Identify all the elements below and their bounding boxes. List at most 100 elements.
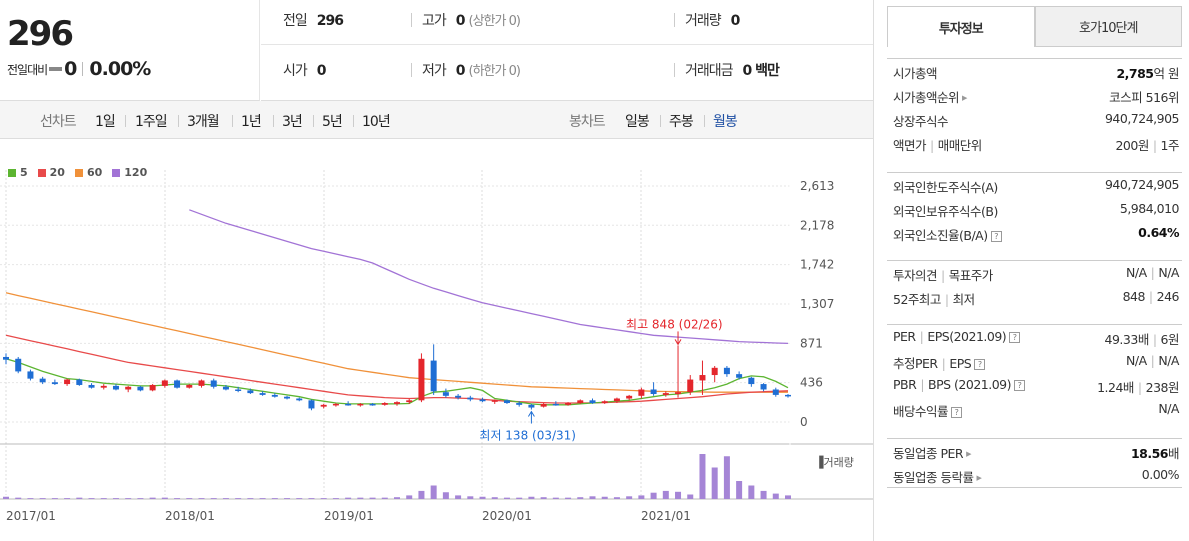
- volume-bar: [271, 498, 278, 499]
- info-value: 49.33배 | 6원: [1104, 332, 1180, 347]
- candle-body: [247, 390, 254, 394]
- candle-body: [430, 360, 437, 392]
- candle-body: [748, 377, 755, 385]
- ma-line-ma20: [5, 334, 789, 404]
- volume-bar: [27, 498, 34, 499]
- candle-body: [259, 393, 266, 395]
- info-row[interactable]: PER | EPS(2021.09)? 49.33배 | 6원: [887, 325, 1182, 349]
- divider: [313, 115, 314, 127]
- arrow-right-icon: ▶: [966, 450, 971, 458]
- divider: [411, 63, 412, 77]
- volume-bar: [247, 498, 254, 499]
- tab-1w[interactable]: 1주일: [135, 114, 168, 130]
- tab-investment-info[interactable]: 투자정보: [887, 6, 1035, 47]
- arrow-right-icon: ▶: [962, 94, 967, 102]
- info-row[interactable]: 시가총액순위 ▶ 코스피 516위: [887, 83, 1182, 107]
- tab-monthly[interactable]: 월봉: [713, 114, 738, 130]
- volume-bar: [125, 498, 132, 499]
- tab-5y[interactable]: 5년: [322, 114, 343, 130]
- info-row[interactable]: 배당수익률? N/A: [887, 397, 1182, 421]
- legend-ma20: 20: [37, 166, 65, 179]
- volume-bar: [51, 498, 58, 499]
- change-pct: 0.00%: [89, 58, 151, 80]
- candle-body: [785, 394, 791, 397]
- low-value: 0: [455, 63, 466, 79]
- volume-bar: [650, 492, 657, 499]
- volume-bar: [736, 481, 743, 499]
- legend-ma120: 120: [112, 166, 147, 179]
- candle-body: [296, 398, 303, 401]
- volume-bar: [284, 498, 291, 499]
- flat-icon: [49, 67, 63, 71]
- price-table: 전일 296 고가 0 (상한가 0) 거래량 0 시가 0 저가: [261, 0, 873, 101]
- tab-10y[interactable]: 10년: [362, 114, 391, 130]
- volume-bar: [772, 493, 779, 499]
- candle-body: [455, 395, 462, 398]
- price-row-1: 전일 296 고가 0 (상한가 0) 거래량 0: [261, 0, 873, 45]
- info-row[interactable]: PBR | BPS (2021.09)? 1.24배 | 238원: [887, 373, 1182, 397]
- volume-bar: [687, 494, 694, 499]
- info-label: 동일업종 등락률 ▶: [893, 470, 982, 485]
- volume-bar: [235, 498, 242, 499]
- volume-bar: [39, 498, 46, 499]
- volume-bar: [137, 498, 144, 499]
- volume-bar: [723, 456, 730, 499]
- tab-1y[interactable]: 1년: [241, 114, 262, 130]
- volume-bar: [149, 497, 156, 499]
- volume-value: 0: [730, 13, 741, 29]
- volume-bar: [210, 498, 217, 499]
- y-tick-label: 436: [800, 376, 823, 390]
- tab-3m[interactable]: 3개월: [187, 114, 220, 130]
- low-arrow-head: [527, 410, 535, 417]
- divider: [674, 63, 675, 77]
- info-value: 940,724,905: [1104, 177, 1180, 192]
- volume-bar: [88, 498, 95, 499]
- candle-body: [675, 392, 682, 395]
- high-arrow-head: [674, 339, 682, 346]
- open-label: 시가: [283, 63, 308, 79]
- info-value: 0.64%: [1138, 225, 1179, 240]
- high-annotation: 최고 848 (02/26): [626, 317, 723, 331]
- volume-bar: [442, 492, 449, 499]
- trade-value-info: 거래대금 0 백만: [685, 60, 780, 80]
- tab-3y[interactable]: 3년: [282, 114, 303, 130]
- volume-bar: [577, 497, 584, 499]
- info-row: 외국인보유주식수(B) 5,984,010: [887, 197, 1182, 221]
- info-row[interactable]: 추정PER | EPS? N/A | N/A: [887, 349, 1182, 373]
- volume-bar: [565, 497, 572, 499]
- volume-bar: [479, 496, 486, 499]
- volume-bar: [675, 491, 682, 499]
- info-label: 투자의견 | 목표주가: [893, 268, 993, 283]
- info-row[interactable]: 동일업종 등락률 ▶ 0.00%: [887, 463, 1182, 487]
- volume-bar: [430, 485, 437, 499]
- info-value: 940,724,905: [1104, 111, 1180, 126]
- tab-1d[interactable]: 1일: [95, 114, 116, 130]
- prev-close-label: 전일: [283, 13, 308, 29]
- candle-body: [736, 374, 743, 378]
- candle-body: [332, 403, 339, 406]
- tab-daily[interactable]: 일봉: [625, 114, 650, 130]
- volume-bar: [198, 498, 205, 499]
- chart-canvas: 2,613 2,178 1,742 1,307 871 436 0 ▐거래량 2017/01 20…: [0, 170, 873, 523]
- legend-ma60: 60: [74, 166, 102, 179]
- candle-body: [442, 392, 449, 396]
- info-row[interactable]: 동일업종 PER ▶ 18.56배: [887, 439, 1182, 463]
- candle-body: [394, 402, 400, 404]
- tab-order-book[interactable]: 호가10단계: [1034, 6, 1182, 47]
- change-row: 전일대비 0 0.00%: [7, 58, 151, 80]
- y-tick-label: 1,742: [800, 258, 834, 272]
- candle-body: [552, 403, 559, 406]
- candle-body: [235, 389, 242, 391]
- info-label: 외국인보유주식수(B): [893, 204, 998, 219]
- candle-body: [516, 403, 523, 405]
- info-row[interactable]: 외국인소진율(B/A)? 0.64%: [887, 221, 1182, 245]
- volume-bar: [222, 498, 229, 499]
- candle-body: [161, 380, 168, 386]
- info-label: 상장주식수: [893, 114, 949, 129]
- ma-line-ma60: [5, 292, 788, 393]
- tab-weekly[interactable]: 주봉: [669, 114, 694, 130]
- divider: [125, 115, 126, 127]
- info-label: 외국인소진율(B/A)?: [893, 225, 1002, 244]
- candle-body: [528, 404, 535, 408]
- y-tick-label: 2,613: [800, 179, 834, 193]
